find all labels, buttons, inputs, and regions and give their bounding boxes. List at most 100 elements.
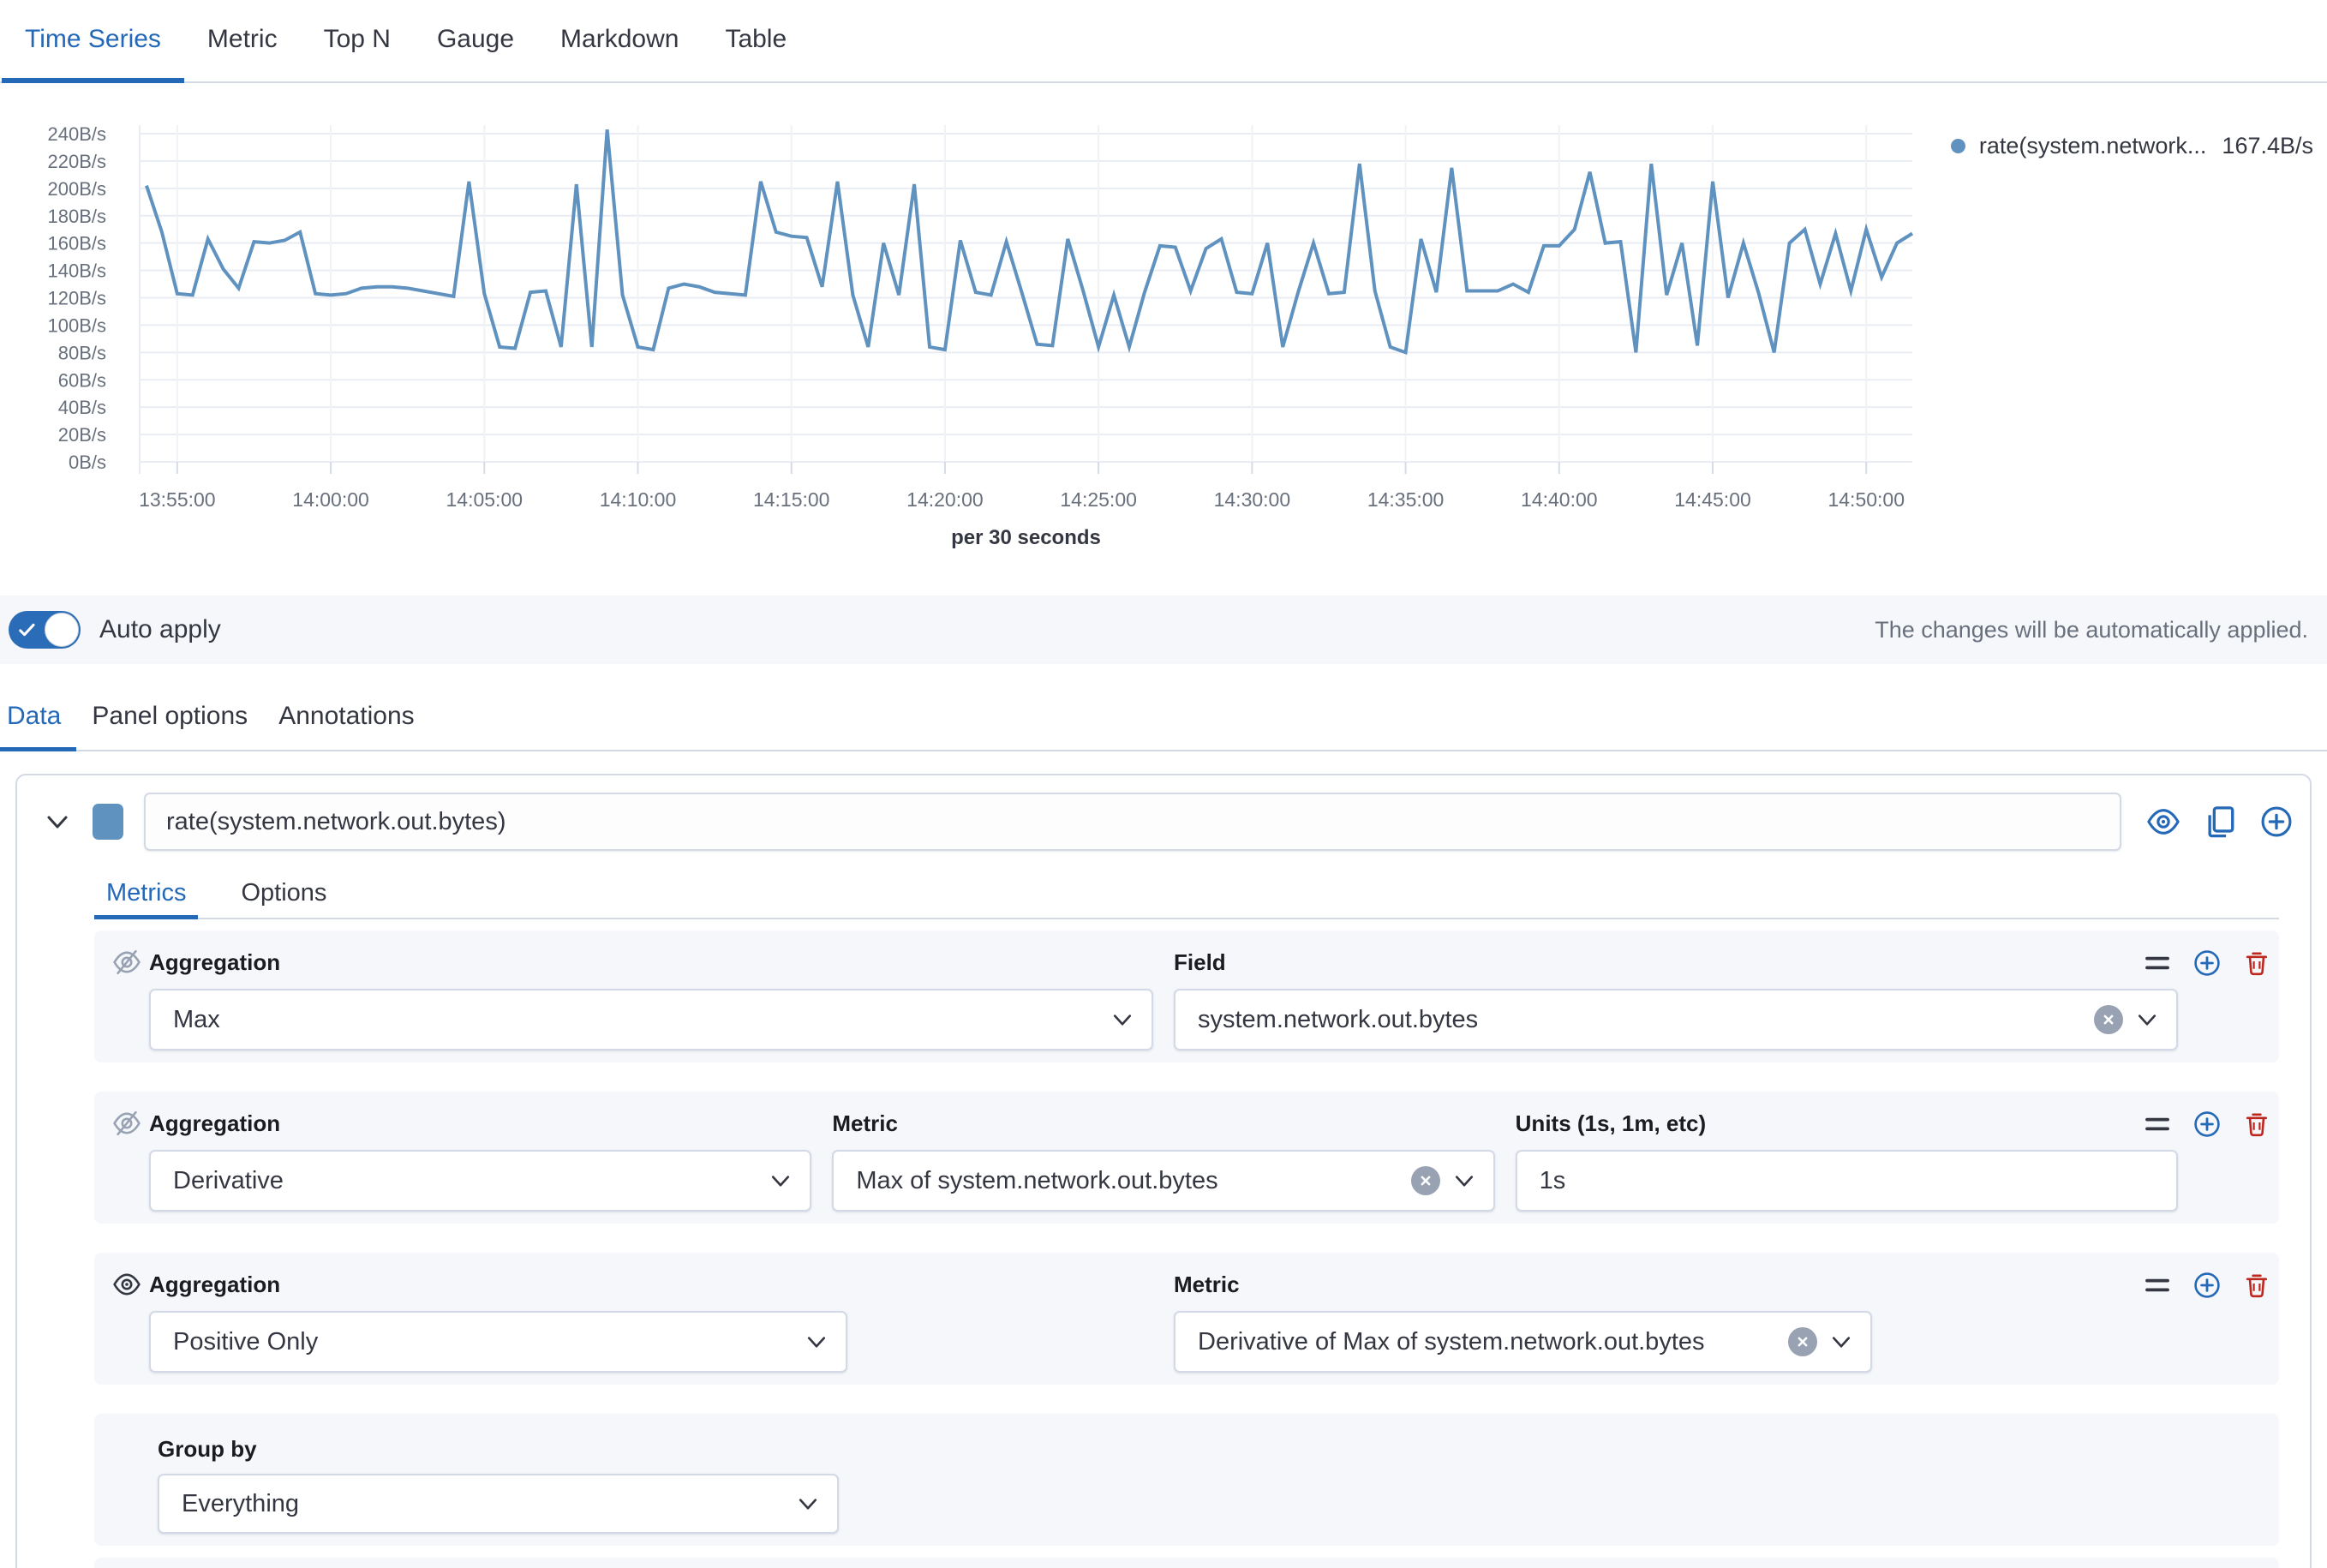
- metric-label: Metric: [832, 1110, 898, 1137]
- clear-metric-icon[interactable]: [1411, 1166, 1440, 1195]
- delete-metric-icon[interactable]: [2243, 949, 2270, 977]
- chevron-down-icon: [1452, 1169, 1476, 1193]
- drag-handle-icon[interactable]: [2144, 949, 2171, 977]
- units-label: Units (1s, 1m, etc): [1516, 1110, 1707, 1137]
- aggregation-label: Aggregation: [149, 1272, 280, 1298]
- metric-combobox[interactable]: Max of system.network.out.bytes: [832, 1150, 1494, 1212]
- metric-row-actions: [2144, 1272, 2270, 1299]
- clear-metric-icon[interactable]: [1788, 1327, 1817, 1356]
- eye-icon[interactable]: [2147, 805, 2180, 838]
- drag-handle-icon[interactable]: [2144, 1272, 2171, 1299]
- add-metric-icon[interactable]: [2193, 949, 2221, 977]
- svg-text:14:15:00: 14:15:00: [753, 488, 830, 511]
- metric-row: Aggregation Max Field system.network.out…: [94, 931, 2279, 1062]
- chevron-down-icon: [1110, 1008, 1134, 1032]
- svg-text:40B/s: 40B/s: [58, 397, 106, 418]
- series-color-swatch[interactable]: [93, 804, 123, 840]
- aggregation-select[interactable]: Derivative: [149, 1150, 811, 1212]
- legend-series-value: 167.4B/s: [2222, 133, 2313, 159]
- chevron-down-icon: [1829, 1330, 1853, 1354]
- toggle-knob: [45, 613, 79, 647]
- svg-text:14:10:00: 14:10:00: [600, 488, 677, 511]
- svg-text:14:20:00: 14:20:00: [906, 488, 984, 511]
- tab-table[interactable]: Table: [702, 0, 810, 83]
- svg-text:220B/s: 220B/s: [48, 151, 107, 172]
- eye-slash-icon: [113, 949, 141, 976]
- tab-options[interactable]: Options: [229, 871, 338, 919]
- metric-row: Aggregation Derivative Metric Max of sys…: [94, 1092, 2279, 1224]
- metric-row: Aggregation Positive Only Metric Derivat…: [94, 1253, 2279, 1385]
- chart-legend-item[interactable]: rate(system.network... 167.4B/s: [1951, 133, 2313, 159]
- units-input[interactable]: [1516, 1150, 2178, 1212]
- series-body: Metrics Options Aggregation Max: [94, 871, 2279, 1568]
- check-icon: [17, 619, 38, 640]
- legend-series-label: rate(system.network...: [1979, 133, 2207, 159]
- aggregation-value: Positive Only: [173, 1328, 805, 1356]
- field-combobox[interactable]: system.network.out.bytes: [1174, 989, 2178, 1050]
- chevron-down-icon: [805, 1330, 829, 1354]
- svg-text:13:55:00: 13:55:00: [139, 488, 216, 511]
- auto-apply-label: Auto apply: [99, 615, 221, 644]
- aggregation-value: Max: [173, 1006, 1110, 1034]
- group-by-label: Group by: [158, 1436, 257, 1463]
- tab-top-n[interactable]: Top N: [301, 0, 414, 83]
- tab-markdown[interactable]: Markdown: [537, 0, 702, 83]
- svg-text:14:00:00: 14:00:00: [292, 488, 369, 511]
- editor-section-tabs: Data Panel options Annotations: [0, 685, 2327, 751]
- aggregation-select[interactable]: Positive Only: [149, 1311, 847, 1373]
- tab-annotations[interactable]: Annotations: [263, 685, 429, 751]
- chevron-down-icon: [769, 1169, 793, 1193]
- svg-text:14:25:00: 14:25:00: [1060, 488, 1137, 511]
- add-metric-icon[interactable]: [2193, 1272, 2221, 1299]
- next-section-strip: [94, 1558, 2279, 1568]
- aggregation-label: Aggregation: [149, 1110, 280, 1137]
- svg-text:0B/s: 0B/s: [69, 452, 106, 473]
- chevron-down-icon[interactable]: [43, 808, 72, 835]
- add-series-icon[interactable]: [2260, 805, 2293, 838]
- svg-text:180B/s: 180B/s: [48, 206, 107, 227]
- series-header: [43, 791, 2293, 853]
- tab-metric[interactable]: Metric: [184, 0, 301, 83]
- series-actions: [2147, 805, 2293, 838]
- eye-slash-icon: [113, 1110, 141, 1137]
- metric-value: Derivative of Max of system.network.out.…: [1198, 1328, 1788, 1356]
- chart-svg[interactable]: 0B/s20B/s40B/s60B/s80B/s100B/s120B/s140B…: [0, 83, 2327, 595]
- tab-time-series[interactable]: Time Series: [2, 0, 184, 83]
- svg-text:100B/s: 100B/s: [48, 314, 107, 336]
- svg-text:per 30 seconds: per 30 seconds: [951, 526, 1101, 549]
- chevron-down-icon: [796, 1492, 820, 1516]
- clear-field-icon[interactable]: [2094, 1005, 2123, 1034]
- svg-text:200B/s: 200B/s: [48, 178, 107, 200]
- svg-text:14:45:00: 14:45:00: [1674, 488, 1751, 511]
- series-label-input[interactable]: [144, 793, 2121, 851]
- clone-series-icon[interactable]: [2204, 805, 2236, 838]
- auto-apply-toggle[interactable]: [9, 611, 81, 649]
- metric-row-actions: [2144, 949, 2270, 977]
- aggregation-label: Aggregation: [149, 949, 280, 976]
- series-editor-tabs: Metrics Options: [94, 871, 2279, 919]
- svg-text:14:35:00: 14:35:00: [1367, 488, 1445, 511]
- metric-row-actions: [2144, 1110, 2270, 1138]
- aggregation-value: Derivative: [173, 1167, 769, 1195]
- auto-apply-bar: Auto apply The changes will be automatic…: [0, 595, 2327, 664]
- auto-apply-note: The changes will be automatically applie…: [1875, 617, 2308, 643]
- tab-metrics[interactable]: Metrics: [94, 871, 198, 919]
- delete-metric-icon[interactable]: [2243, 1272, 2270, 1299]
- delete-metric-icon[interactable]: [2243, 1110, 2270, 1138]
- tab-data[interactable]: Data: [0, 685, 76, 751]
- svg-text:160B/s: 160B/s: [48, 233, 107, 254]
- svg-text:80B/s: 80B/s: [58, 342, 106, 363]
- aggregation-select[interactable]: Max: [149, 989, 1153, 1050]
- visualization-type-tabs: Time Series Metric Top N Gauge Markdown …: [0, 0, 2327, 83]
- chevron-down-icon: [2135, 1008, 2159, 1032]
- add-metric-icon[interactable]: [2193, 1110, 2221, 1138]
- svg-text:240B/s: 240B/s: [48, 123, 107, 145]
- field-value: system.network.out.bytes: [1198, 1006, 2094, 1034]
- drag-handle-icon[interactable]: [2144, 1110, 2171, 1138]
- group-by-select[interactable]: Everything: [158, 1474, 839, 1534]
- field-label: Field: [1174, 949, 1226, 976]
- tab-gauge[interactable]: Gauge: [414, 0, 537, 83]
- tab-panel-options[interactable]: Panel options: [76, 685, 263, 751]
- metric-combobox[interactable]: Derivative of Max of system.network.out.…: [1174, 1311, 1872, 1373]
- metric-value: Max of system.network.out.bytes: [856, 1167, 1410, 1195]
